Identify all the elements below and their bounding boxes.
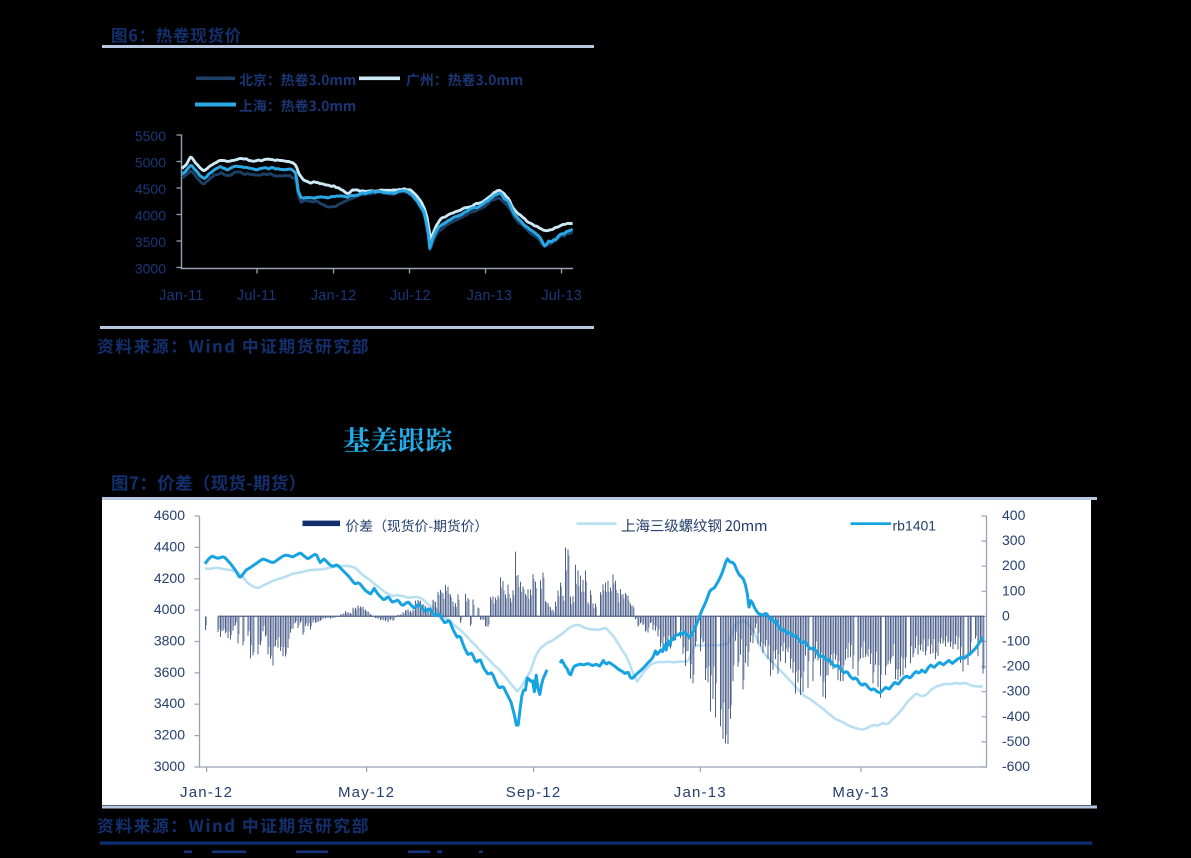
svg-text:5000: 5000 <box>135 155 166 171</box>
svg-text:4600: 4600 <box>154 507 185 523</box>
svg-text:300: 300 <box>1002 532 1026 548</box>
svg-text:4500: 4500 <box>135 181 166 197</box>
svg-text:Jul-13: Jul-13 <box>541 288 582 304</box>
svg-text:400: 400 <box>1002 507 1026 523</box>
svg-text:3000: 3000 <box>135 261 166 277</box>
svg-text:-300: -300 <box>1002 683 1030 699</box>
svg-text:3000: 3000 <box>154 758 185 774</box>
svg-text:3600: 3600 <box>154 664 185 680</box>
svg-text:Jul-11: Jul-11 <box>237 288 277 304</box>
svg-text:4000: 4000 <box>135 208 166 224</box>
svg-text:3400: 3400 <box>154 695 185 711</box>
svg-text:Jan-13: Jan-13 <box>674 784 727 801</box>
svg-text:Jan-11: Jan-11 <box>159 288 203 304</box>
svg-text:rb1401: rb1401 <box>893 518 937 534</box>
svg-text:-500: -500 <box>1002 733 1030 749</box>
svg-text:Jul-12: Jul-12 <box>390 288 431 304</box>
svg-text:-200: -200 <box>1002 658 1030 674</box>
svg-text:200: 200 <box>1002 557 1026 573</box>
svg-text:3500: 3500 <box>135 234 166 250</box>
svg-text:-600: -600 <box>1002 758 1030 774</box>
svg-text:3800: 3800 <box>154 633 185 649</box>
svg-text:Jan-12: Jan-12 <box>180 784 233 801</box>
svg-text:4000: 4000 <box>154 601 185 617</box>
svg-text:May-13: May-13 <box>832 784 889 801</box>
svg-text:May-12: May-12 <box>338 784 395 801</box>
svg-text:4400: 4400 <box>154 538 185 554</box>
svg-text:0: 0 <box>1002 607 1010 623</box>
svg-text:-400: -400 <box>1002 708 1030 724</box>
svg-text:Jan-13: Jan-13 <box>467 288 513 304</box>
svg-text:100: 100 <box>1002 582 1026 598</box>
svg-text:Sep-12: Sep-12 <box>506 784 562 801</box>
svg-text:3200: 3200 <box>154 727 185 743</box>
svg-text:Jan-12: Jan-12 <box>311 288 357 304</box>
svg-text:5500: 5500 <box>135 128 166 144</box>
svg-text:4200: 4200 <box>154 570 185 586</box>
svg-text:-100: -100 <box>1002 633 1030 649</box>
